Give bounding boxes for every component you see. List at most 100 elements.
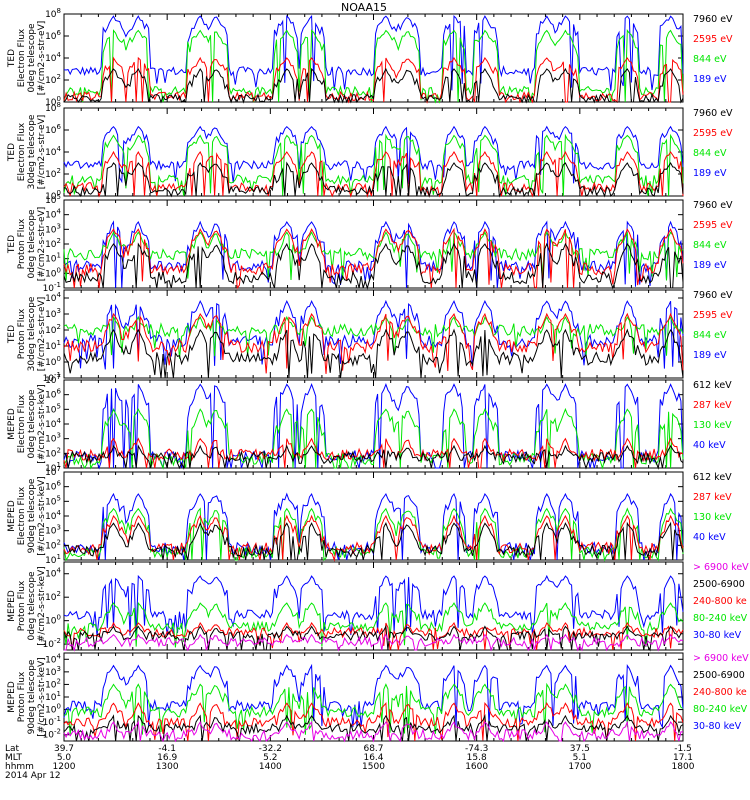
y-axis-label-line: Proton Flux (17, 308, 27, 359)
series-612-kev (63, 521, 684, 561)
footer-axis-labels: LatMLThhmm39.75.01200-4.116.91300-32.25.… (5, 744, 695, 781)
y-tick-label: 100 (45, 189, 61, 202)
legend-entry: 80-240 keV (693, 613, 748, 624)
legend-entry: 240-800 ke (693, 687, 747, 698)
y-tick-label: 104 (45, 145, 61, 158)
y-axis-label-line: 30deg telescope (27, 296, 37, 371)
y-tick-label: 100 (45, 703, 61, 716)
footer-lat-value: 39.7 (54, 744, 74, 754)
y-axis-label-line: [#/cm2-s-str-eV] (37, 207, 47, 282)
footer-mlt-value: 16.9 (157, 753, 177, 763)
y-tick-label: 10-2 (43, 728, 61, 741)
footer-mlt-value: 5.1 (573, 753, 587, 763)
y-tick-label: 108 (45, 101, 61, 114)
y-tick-label: 104 (45, 291, 61, 304)
y-tick-label: 104 (45, 208, 61, 221)
y-axis-label-line: MEPED (7, 681, 17, 713)
series-2595-ev (63, 227, 684, 290)
y-tick-label: 101 (45, 461, 61, 474)
y-tick-label: 104 (45, 417, 61, 430)
legend-entry: 2595 eV (693, 310, 733, 321)
series-189-ev (63, 220, 684, 289)
series-2500-6900 (63, 624, 683, 652)
y-tick-label: 102 (45, 446, 61, 459)
footer-mlt-value: 15.8 (467, 753, 487, 763)
legend-entry: 7960 eV (693, 200, 733, 211)
y-tick-label: 102 (45, 73, 61, 86)
legend-entry: 287 keV (693, 492, 732, 503)
series-2595-ev (63, 312, 684, 374)
y-axis-label-line: Electron Flux (17, 394, 27, 453)
series--6900-kev (64, 633, 684, 652)
y-axis-label-line: 0deg telescope (27, 571, 37, 641)
y-axis-label-line: Electron Flux (17, 486, 27, 545)
series-80-240-kev (63, 682, 684, 735)
legend-entry: 2500-6900 (693, 579, 745, 590)
y-tick-label: 102 (45, 590, 61, 603)
y-axis-label-line: MEPED (7, 500, 17, 532)
y-tick-label: 100 (45, 355, 61, 368)
y-tick-label: 10-2 (43, 637, 61, 650)
legend-entry: 80-240 keV (693, 704, 748, 715)
y-tick-label: 102 (45, 167, 61, 180)
series-30-80-kev (63, 663, 684, 729)
legend-entry: 30-80 keV (693, 630, 742, 641)
y-axis-label-line: [#/cm2-s-str-keV] (37, 566, 47, 645)
footer-lat-value: 37.5 (570, 744, 590, 754)
y-axis-label-line: Proton Flux (17, 671, 27, 722)
series-189-ev (63, 125, 684, 185)
footer-mlt-value: 16.4 (363, 753, 383, 763)
y-axis-label: MEPED Electron Flux 0deg telescope [#/cm2-s… (7, 384, 47, 463)
y-axis-label-line: MEPED (7, 590, 17, 622)
footer-hhmm-value: 1500 (362, 762, 385, 772)
y-tick-label: 103 (45, 524, 61, 537)
footer-row-label: MLT (5, 753, 23, 763)
legend-entry: 130 keV (693, 420, 732, 431)
series-844-ev (63, 315, 684, 359)
y-tick-label: 103 (45, 665, 61, 678)
y-tick-label: 101 (45, 553, 61, 566)
footer-hhmm-value: 1800 (672, 762, 695, 772)
y-axis-label-line: TED (7, 143, 17, 162)
y-axis-label-line: 90deg telescope (27, 659, 37, 734)
y-axis-label-line: 0deg telescope (27, 389, 37, 459)
y-axis-label-line: 0deg telescope (27, 23, 37, 93)
chart-title: NOAA15 (341, 1, 387, 14)
y-axis-label-line: Proton Flux (17, 580, 27, 631)
series-240-800-ke (63, 702, 684, 742)
y-axis-label: TED Proton Flux 30deg telescope [#/cm2-s-st… (7, 296, 47, 371)
footer-lat-value: 68.7 (363, 744, 383, 754)
y-tick-label: 106 (45, 29, 61, 42)
y-tick-label: 101 (45, 252, 61, 265)
y-tick-label: 104 (45, 51, 61, 64)
y-axis-label-line: [#/cm2-s-str-keV] (37, 476, 47, 555)
y-tick-label: 103 (45, 222, 61, 235)
y-axis-label-line: [#/cm2-s-str-keV] (37, 657, 47, 736)
series-612-kev (63, 444, 684, 470)
legend-entry: 30-80 keV (693, 721, 742, 732)
series-240-800-ke (63, 621, 684, 651)
legend-entry: 2500-6900 (693, 670, 745, 681)
legend-entry: 40 keV (693, 440, 726, 451)
series-80-240-kev (63, 601, 684, 648)
y-tick-label: 102 (45, 677, 61, 690)
legend-entry: 844 eV (693, 330, 727, 341)
legend-entry: 612 keV (693, 380, 732, 391)
y-tick-label: 102 (45, 538, 61, 551)
series-7960-ev (63, 161, 684, 198)
y-tick-label: 105 (45, 193, 61, 206)
legend-entry: 7960 eV (693, 108, 733, 119)
y-tick-label: 105 (45, 402, 61, 415)
legend-entry: 7960 eV (693, 14, 733, 25)
footer-hhmm-value: 1200 (53, 762, 76, 772)
legend-entry: 40 keV (693, 532, 726, 543)
y-tick-label: 103 (45, 432, 61, 445)
series-189-ev (63, 14, 684, 91)
legend-entry: 844 eV (693, 240, 727, 251)
y-tick-label: 108 (45, 7, 61, 20)
